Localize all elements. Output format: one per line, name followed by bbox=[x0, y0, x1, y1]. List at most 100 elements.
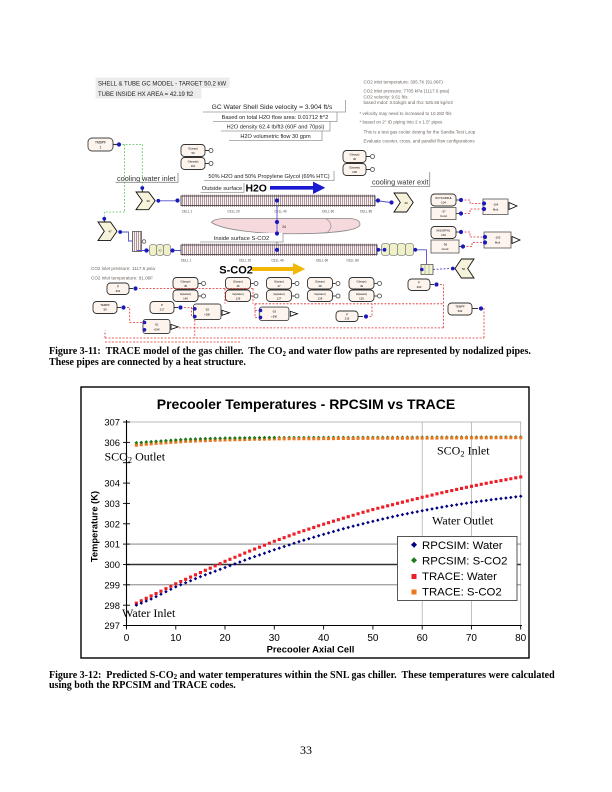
svg-text:CO2 inlet temperature: 91.06F: CO2 inlet temperature: 91.06F bbox=[91, 276, 153, 281]
svg-text:Evaluate counter, cross, and p: Evaluate counter, cross, and parallel fl… bbox=[364, 139, 476, 144]
svg-text:G(wvpr): G(wvpr) bbox=[315, 280, 325, 284]
svg-text:G(wwtor): G(wwtor) bbox=[356, 292, 367, 296]
svg-text:-51: -51 bbox=[154, 323, 158, 327]
svg-text:CO2 inlet temperature: 305.7K: CO2 inlet temperature: 305.7K (91.06F) bbox=[364, 79, 444, 84]
svg-text:104: 104 bbox=[441, 201, 446, 205]
svg-text:CELL 60: CELL 60 bbox=[316, 259, 329, 263]
svg-text:P: P bbox=[117, 285, 119, 289]
svg-text:CO2 inlet pressure: 7705 kPa (: CO2 inlet pressure: 7705 kPa (1117.6 psi… bbox=[364, 89, 450, 94]
svg-text:OUTSURFHL: OUTSURFHL bbox=[435, 196, 453, 200]
svg-text:304: 304 bbox=[104, 478, 120, 489]
svg-text:CELL 20: CELL 20 bbox=[227, 210, 240, 214]
svg-text:-53: -53 bbox=[272, 310, 276, 314]
svg-text:300: 300 bbox=[104, 559, 120, 570]
svg-text:based mdot: 3.51kg/s and rho:: based mdot: 3.51kg/s and rho: 525.56 kg/… bbox=[364, 100, 454, 105]
svg-text:Cond: Cond bbox=[440, 214, 447, 218]
svg-text:129: 129 bbox=[359, 297, 364, 301]
svg-text:CELL 80: CELL 80 bbox=[360, 210, 373, 214]
svg-text:128: 128 bbox=[318, 297, 323, 301]
svg-text:G(wwtw): G(wwtw) bbox=[349, 166, 360, 170]
svg-text:CELL 60: CELL 60 bbox=[322, 210, 335, 214]
svg-text:TRACE: S-CO2: TRACE: S-CO2 bbox=[422, 587, 502, 599]
svg-text:CELL 20: CELL 20 bbox=[239, 259, 252, 263]
svg-text:Water Inlet: Water Inlet bbox=[122, 606, 176, 620]
svg-text:SCO2 Inlet: SCO2 Inlet bbox=[437, 444, 490, 459]
svg-text:30: 30 bbox=[269, 633, 281, 644]
svg-text:46: 46 bbox=[236, 284, 240, 288]
svg-text:G(wwtw): G(wwtw) bbox=[188, 160, 199, 164]
svg-text:50: 50 bbox=[462, 267, 466, 271]
svg-text:H2O volumetric flow 30 gpm: H2O volumetric flow 30 gpm bbox=[240, 134, 311, 140]
svg-text:127: 127 bbox=[277, 297, 282, 301]
svg-text:60: 60 bbox=[417, 633, 429, 644]
svg-text:INSURFHL: INSURFHL bbox=[437, 229, 451, 233]
svg-text:0: 0 bbox=[124, 633, 130, 644]
svg-text:47: 47 bbox=[108, 230, 112, 234]
svg-text:140: 140 bbox=[183, 297, 188, 301]
svg-text:302: 302 bbox=[104, 518, 120, 529]
svg-text:G(wvpr): G(wvpr) bbox=[357, 280, 367, 284]
svg-text:P: P bbox=[346, 313, 348, 317]
svg-text:+Diff: +Diff bbox=[204, 313, 210, 317]
svg-text:RPCSIM: S-CO2: RPCSIM: S-CO2 bbox=[422, 556, 507, 568]
svg-text:298: 298 bbox=[104, 600, 120, 611]
svg-text:CELL 1: CELL 1 bbox=[181, 259, 192, 263]
svg-text:P: P bbox=[418, 281, 420, 285]
svg-text:80: 80 bbox=[515, 633, 527, 644]
svg-text:This is a test gas cooler desi: This is a test gas cooler desing for the… bbox=[364, 130, 476, 135]
svg-text:G(wvpr): G(wvpr) bbox=[181, 280, 191, 284]
svg-text:SCO2 Outlet: SCO2 Outlet bbox=[105, 450, 166, 465]
svg-text:G(wwtor): G(wwtor) bbox=[232, 292, 243, 296]
svg-text:24: 24 bbox=[282, 225, 286, 229]
svg-text:39: 39 bbox=[146, 199, 150, 203]
svg-text:Outside surface: Outside surface bbox=[202, 186, 243, 192]
svg-text:297: 297 bbox=[104, 620, 120, 631]
svg-text:40: 40 bbox=[318, 633, 330, 644]
svg-text:40: 40 bbox=[404, 201, 408, 205]
svg-text:CELL 80: CELL 80 bbox=[346, 259, 359, 263]
svg-text:P: P bbox=[161, 303, 163, 307]
svg-text:Cond: Cond bbox=[442, 247, 449, 251]
svg-text:99: 99 bbox=[103, 308, 107, 312]
svg-text:Water Outlet: Water Outlet bbox=[432, 514, 494, 528]
svg-text:307: 307 bbox=[104, 417, 120, 428]
svg-text:45: 45 bbox=[184, 284, 188, 288]
svg-text:50: 50 bbox=[191, 151, 195, 155]
svg-text:RPCSIM: Water: RPCSIM: Water bbox=[422, 540, 503, 552]
svg-text:TMDPF: TMDPF bbox=[95, 141, 106, 145]
svg-text:CO2 inlet pressure: 1117.6 psi: CO2 inlet pressure: 1117.6 psia bbox=[91, 266, 155, 271]
svg-text:TEMPF: TEMPF bbox=[455, 305, 465, 309]
svg-text:300: 300 bbox=[417, 285, 422, 289]
svg-text:G(wvpr): G(wvpr) bbox=[274, 280, 284, 284]
svg-text:CELL 40: CELL 40 bbox=[271, 259, 284, 263]
svg-text:30: 30 bbox=[353, 157, 357, 161]
svg-text:cooling water inlet: cooling water inlet bbox=[117, 174, 175, 183]
svg-text:G(wwtor): G(wwtor) bbox=[273, 292, 284, 296]
svg-text:CELL 40: CELL 40 bbox=[274, 210, 287, 214]
svg-text:G(wvpr): G(wvpr) bbox=[233, 280, 243, 284]
svg-text:-52: -52 bbox=[205, 308, 209, 312]
svg-text:299: 299 bbox=[104, 579, 120, 590]
svg-text:-38: -38 bbox=[443, 243, 447, 247]
svg-text:G(wwtor): G(wwtor) bbox=[314, 292, 325, 296]
svg-text:CO2 velocity: 9.61 ft/s: CO2 velocity: 9.61 ft/s bbox=[364, 95, 409, 100]
svg-text:Mult: Mult bbox=[493, 208, 499, 212]
svg-text:SHELL & TUBE GC MODEL - TARGET: SHELL & TUBE GC MODEL - TARGET 50.2 kW bbox=[98, 82, 226, 88]
svg-text:TUBE INSIDE HX AREA = 42.19 ft: TUBE INSIDE HX AREA = 42.19 ft2 bbox=[98, 92, 194, 98]
svg-text:1: 1 bbox=[100, 146, 102, 150]
svg-text:H2O density 62.4 lb/ft3 (60F a: H2O density 62.4 lb/ft3 (60F and 70psi) bbox=[227, 125, 325, 131]
svg-text:217: 217 bbox=[160, 308, 165, 312]
svg-text:CELL 1: CELL 1 bbox=[182, 210, 193, 214]
svg-text:50: 50 bbox=[367, 633, 379, 644]
svg-text:* based on 2" ID piping into 2: * based on 2" ID piping into 2 x 1.5" pi… bbox=[360, 120, 443, 125]
svg-text:TEMPF: TEMPF bbox=[100, 303, 110, 307]
svg-text:48: 48 bbox=[318, 284, 322, 288]
svg-text:110: 110 bbox=[191, 164, 196, 168]
svg-text:S-CO2: S-CO2 bbox=[219, 264, 253, 276]
svg-text:103: 103 bbox=[441, 233, 446, 237]
svg-text:301: 301 bbox=[104, 539, 120, 550]
svg-text:Precooler Temperatures - RPCSI: Precooler Temperatures - RPCSIM vs TRACE bbox=[157, 396, 456, 412]
svg-text:+Diff: +Diff bbox=[271, 315, 277, 319]
svg-text:+Diff: +Diff bbox=[154, 328, 160, 332]
svg-text:* velocity may need to increas: * velocity may need to increased to 10.2… bbox=[360, 111, 453, 116]
